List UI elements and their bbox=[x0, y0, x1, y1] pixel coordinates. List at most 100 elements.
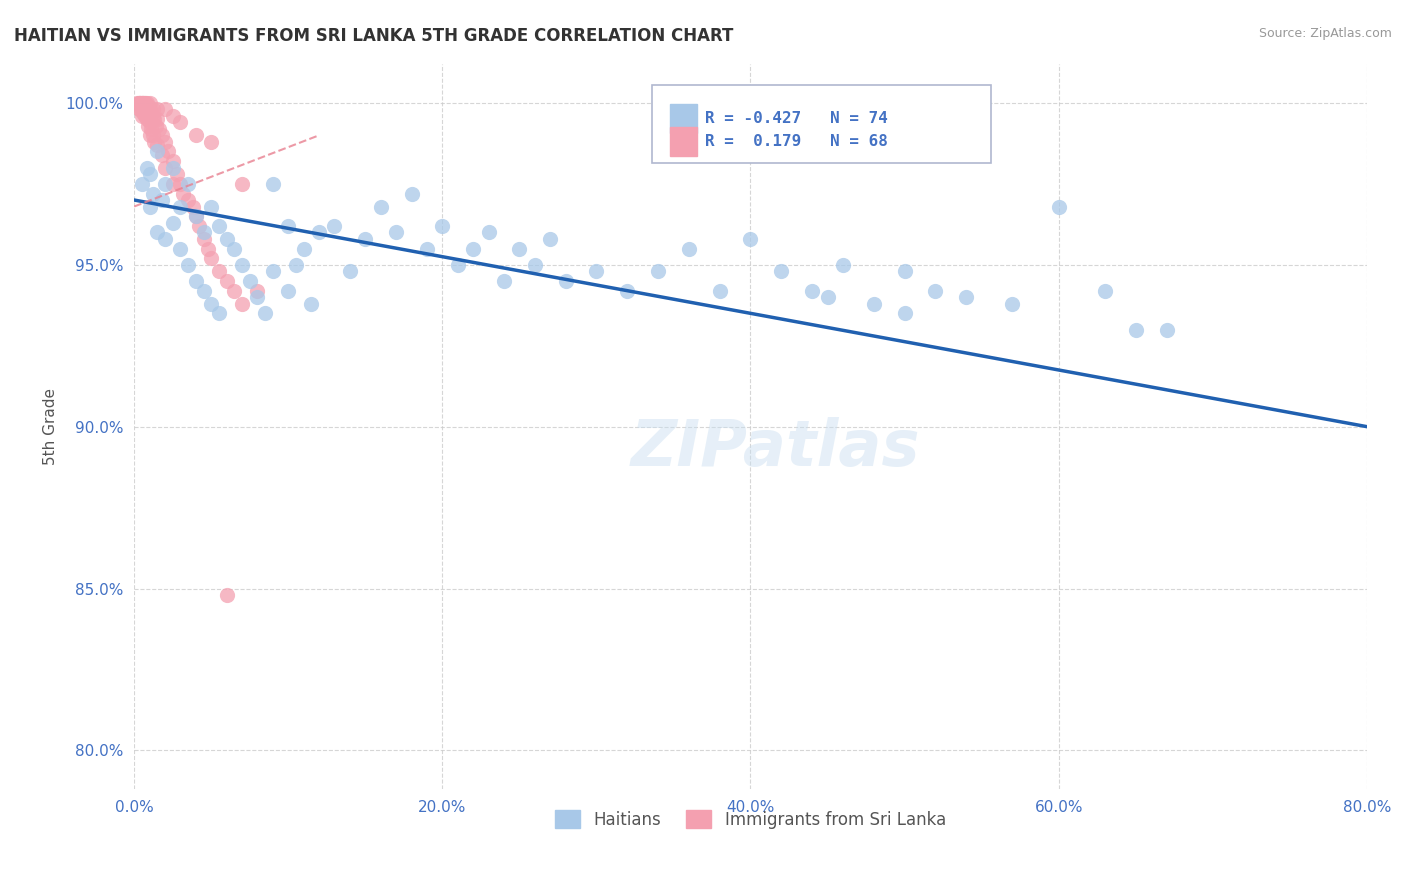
Point bbox=[129, 103, 152, 117]
Point bbox=[224, 242, 246, 256]
Point bbox=[1125, 322, 1147, 336]
Point bbox=[323, 219, 346, 233]
Point bbox=[162, 216, 184, 230]
Point bbox=[150, 147, 173, 161]
Point bbox=[740, 232, 762, 246]
Point bbox=[138, 95, 160, 110]
Point bbox=[231, 177, 253, 191]
Point bbox=[166, 167, 188, 181]
Point bbox=[193, 232, 215, 246]
Point bbox=[181, 200, 204, 214]
Point bbox=[432, 219, 454, 233]
Point bbox=[153, 161, 176, 175]
Point bbox=[148, 121, 170, 136]
Point bbox=[131, 109, 153, 123]
Point bbox=[262, 177, 284, 191]
FancyBboxPatch shape bbox=[652, 85, 991, 163]
Point bbox=[254, 306, 277, 320]
Y-axis label: 5th Grade: 5th Grade bbox=[44, 388, 58, 465]
Point bbox=[184, 128, 207, 143]
Point bbox=[370, 200, 392, 214]
Point bbox=[177, 193, 200, 207]
Point bbox=[136, 99, 159, 113]
Point bbox=[463, 242, 485, 256]
Point bbox=[139, 105, 162, 120]
Point bbox=[401, 186, 423, 201]
Point bbox=[136, 103, 159, 117]
Point bbox=[135, 95, 157, 110]
Point bbox=[284, 258, 307, 272]
Point bbox=[208, 219, 231, 233]
Point bbox=[585, 264, 607, 278]
Point bbox=[134, 109, 156, 123]
Point bbox=[132, 95, 155, 110]
Point bbox=[139, 121, 162, 136]
Point bbox=[131, 95, 153, 110]
Point bbox=[162, 177, 184, 191]
Point bbox=[924, 284, 946, 298]
Point bbox=[131, 103, 153, 117]
Point bbox=[308, 226, 330, 240]
Point bbox=[184, 274, 207, 288]
Point bbox=[132, 95, 155, 110]
Point bbox=[1094, 284, 1116, 298]
Point bbox=[492, 274, 515, 288]
Point bbox=[134, 95, 156, 110]
Point bbox=[770, 264, 793, 278]
Point bbox=[215, 232, 238, 246]
Point bbox=[231, 258, 253, 272]
Point bbox=[129, 95, 152, 110]
Point bbox=[129, 95, 152, 110]
Point bbox=[134, 95, 156, 110]
Point bbox=[138, 200, 160, 214]
Point bbox=[647, 264, 669, 278]
Point bbox=[169, 115, 191, 129]
Point bbox=[145, 119, 167, 133]
Point bbox=[354, 232, 377, 246]
Point bbox=[893, 306, 915, 320]
Point bbox=[231, 296, 253, 310]
Point bbox=[447, 258, 470, 272]
Point bbox=[142, 128, 165, 143]
Point bbox=[299, 296, 322, 310]
Point bbox=[169, 242, 191, 256]
Point bbox=[193, 226, 215, 240]
Point bbox=[142, 103, 165, 117]
Point bbox=[1156, 322, 1178, 336]
Point bbox=[508, 242, 530, 256]
Point bbox=[131, 95, 153, 110]
Point bbox=[153, 177, 176, 191]
Point bbox=[150, 128, 173, 143]
Point bbox=[832, 258, 855, 272]
Point bbox=[187, 219, 209, 233]
Point bbox=[128, 95, 150, 110]
Point bbox=[153, 232, 176, 246]
Point bbox=[146, 138, 169, 153]
Point bbox=[862, 296, 884, 310]
Point bbox=[215, 588, 238, 602]
Point bbox=[127, 95, 149, 110]
Text: ZIPatlas: ZIPatlas bbox=[630, 417, 920, 479]
Point bbox=[817, 290, 839, 304]
Point bbox=[138, 128, 160, 143]
Point bbox=[136, 119, 159, 133]
Point bbox=[135, 161, 157, 175]
Point bbox=[128, 103, 150, 117]
Point bbox=[153, 135, 176, 149]
Point bbox=[1047, 200, 1070, 214]
Point bbox=[138, 167, 160, 181]
Point bbox=[262, 264, 284, 278]
Text: HAITIAN VS IMMIGRANTS FROM SRI LANKA 5TH GRADE CORRELATION CHART: HAITIAN VS IMMIGRANTS FROM SRI LANKA 5TH… bbox=[14, 27, 734, 45]
Point bbox=[138, 103, 160, 117]
Point bbox=[709, 284, 731, 298]
Point bbox=[385, 226, 408, 240]
Point bbox=[292, 242, 315, 256]
Point bbox=[172, 186, 194, 201]
Point bbox=[678, 242, 700, 256]
Point bbox=[208, 264, 231, 278]
Point bbox=[177, 177, 200, 191]
Text: R =  0.179   N = 68: R = 0.179 N = 68 bbox=[704, 134, 887, 149]
Point bbox=[208, 306, 231, 320]
Point bbox=[132, 105, 155, 120]
FancyBboxPatch shape bbox=[671, 104, 697, 133]
